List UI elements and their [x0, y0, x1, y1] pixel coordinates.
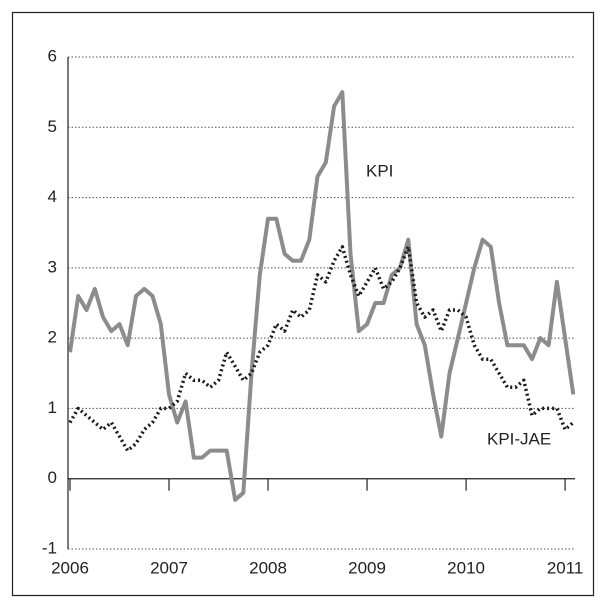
- x-tick-label: 2006: [51, 558, 89, 577]
- frame: [11, 11, 595, 597]
- series-line: [68, 245, 575, 453]
- y-tick-label: 5: [48, 117, 57, 136]
- y-tick-label: 3: [48, 257, 57, 276]
- x-tick-label: 2010: [447, 558, 485, 577]
- y-tick-label: 2: [48, 328, 57, 347]
- y-tick-label: 6: [48, 46, 57, 65]
- y-tick-label: 1: [48, 398, 57, 417]
- series-line: [68, 90, 576, 502]
- x-tick-label: 2008: [249, 558, 287, 577]
- y-tick-label: 0: [48, 468, 57, 487]
- x-tick-label: 2011: [547, 558, 584, 577]
- x-tick-label: 2009: [348, 558, 386, 577]
- series-label: KPI: [366, 161, 393, 180]
- y-tick-label: -1: [42, 538, 57, 557]
- series-label: KPI-JAE: [487, 429, 551, 448]
- y-tick-label: 4: [48, 187, 57, 206]
- x-tick-label: 2007: [150, 558, 188, 577]
